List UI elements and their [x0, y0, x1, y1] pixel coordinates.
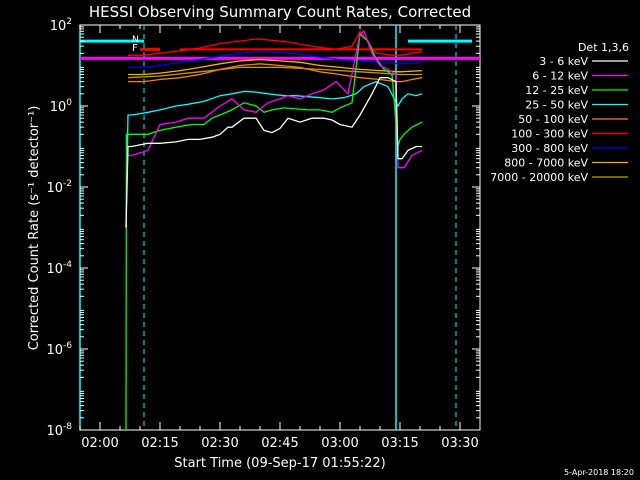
legend-label: 12 - 25 keV [525, 84, 588, 97]
series-line [125, 32, 423, 431]
chart-title: HESSI Observing Summary Count Rates, Cor… [89, 3, 471, 21]
flare-marker-label: F [132, 43, 138, 54]
y-tick-label: 10-8 [46, 422, 72, 439]
y-axis: 102 100 10-2 10-4 10-6 10-8 [46, 17, 480, 439]
series-line [128, 30, 423, 169]
y-tick-label: 100 [50, 98, 73, 115]
legend-label: 300 - 800 keV [511, 142, 588, 155]
legend-title: Det 1,3,6 [578, 41, 629, 54]
x-tick-label: 02:30 [201, 436, 238, 451]
x-tick-label: 03:30 [441, 436, 478, 451]
x-tick-label: 03:15 [381, 436, 418, 451]
legend-label: 6 - 12 keV [532, 70, 588, 83]
y-tick-label: 10-4 [46, 260, 72, 277]
series-line [125, 77, 422, 228]
y-axis-label: Corrected Count Rate (s⁻¹ detector⁻¹) [27, 106, 42, 351]
x-tick-label: 02:15 [141, 436, 178, 451]
timestamp: 5-Apr-2018 18:20 [564, 468, 634, 477]
series-line [128, 63, 423, 83]
x-axis-label: Start Time (09-Sep-17 01:55:22) [174, 456, 385, 471]
legend-label: 7000 - 20000 keV [490, 171, 588, 184]
series-line [128, 30, 423, 56]
x-tick-label: 02:45 [261, 436, 298, 451]
series-line [128, 58, 423, 76]
x-tick-label: 02:00 [81, 436, 118, 451]
series-line [128, 50, 423, 69]
legend-label: 800 - 7000 keV [504, 157, 588, 170]
series-line [125, 80, 423, 228]
plot-frame [79, 24, 481, 431]
legend-label: 50 - 100 keV [518, 113, 588, 126]
x-axis: 02:00 02:15 02:30 02:45 03:00 03:15 03:30 [79, 25, 481, 451]
y-tick-label: 10-2 [46, 179, 72, 196]
legend-label: 25 - 50 keV [525, 99, 588, 112]
x-tick-label: 03:00 [321, 436, 358, 451]
saa-marker-label: N [132, 35, 139, 45]
series-line [127, 66, 422, 79]
y-tick-label: 10-6 [46, 341, 72, 358]
legend-label: 3 - 6 keV [539, 55, 588, 68]
plot-area: NF [79, 24, 481, 431]
legend-label: 100 - 300 keV [511, 128, 588, 141]
y-tick-label: 102 [50, 17, 72, 34]
